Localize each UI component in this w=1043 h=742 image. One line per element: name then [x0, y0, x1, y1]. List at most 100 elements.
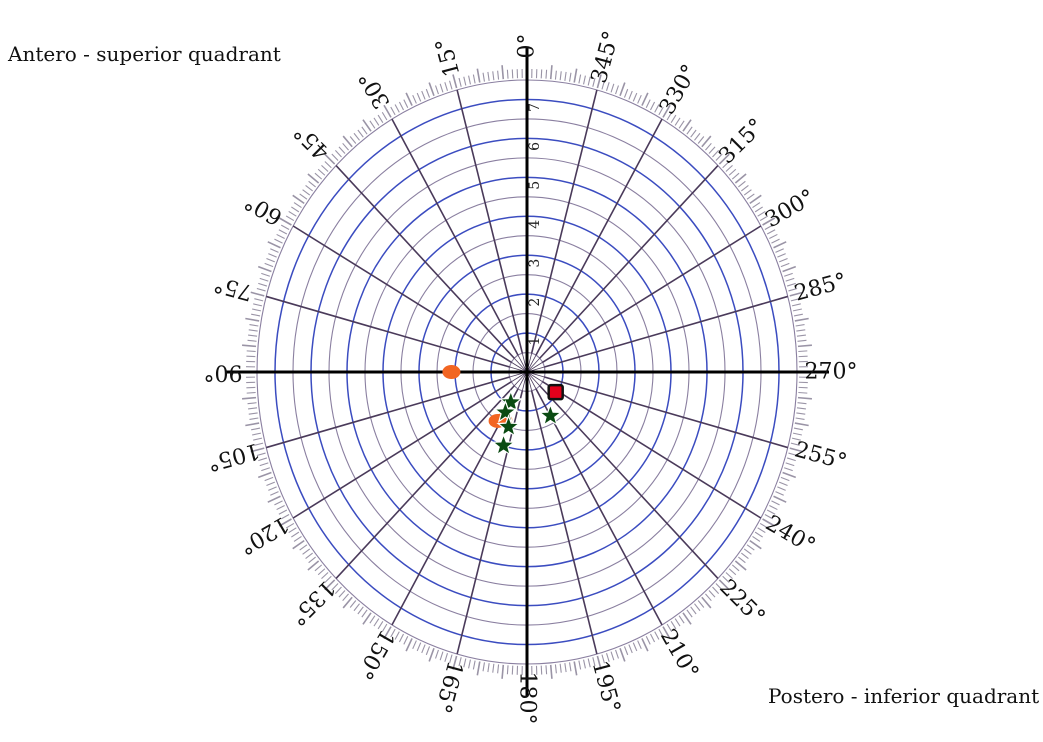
- angle-tick-mark: [690, 129, 697, 138]
- angle-tick-label: 180°: [515, 672, 540, 725]
- angle-tick-mark: [641, 638, 649, 652]
- radial-tick-label: 3: [527, 259, 543, 268]
- angle-tick-mark: [302, 548, 311, 555]
- angle-tick-mark: [278, 518, 292, 527]
- angle-tick-mark: [731, 564, 740, 572]
- angle-tick-mark: [362, 612, 372, 625]
- angle-tick-mark: [694, 132, 701, 141]
- angle-tick-mark: [258, 457, 268, 462]
- radial-tick-label: 7: [527, 103, 543, 112]
- angle-tick-mark: [583, 659, 586, 669]
- angle-tick-mark: [403, 636, 409, 645]
- angle-tick-mark: [321, 164, 329, 172]
- angle-tick-mark: [342, 596, 353, 609]
- angle-tick-label: 30°: [354, 67, 395, 113]
- angle-tick-mark: [250, 447, 265, 453]
- angle-tick-mark: [390, 628, 396, 638]
- angle-tick-mark: [564, 71, 567, 81]
- angle-tick-mark: [267, 495, 281, 503]
- angle-tick-label: 255°: [792, 437, 850, 475]
- angle-tick-mark: [601, 80, 605, 90]
- angle-tick-mark: [373, 117, 380, 126]
- angle-tick-mark: [564, 663, 567, 673]
- angle-tick-mark: [778, 481, 788, 487]
- angle-tick-mark: [252, 308, 262, 312]
- angle-tick-mark: [256, 287, 266, 292]
- spoke-line: [542, 381, 762, 519]
- angle-tick-mark: [619, 647, 626, 662]
- angle-tick-mark: [369, 120, 376, 129]
- angle-tick-label: 15°: [431, 35, 465, 79]
- angle-tick-mark: [291, 206, 300, 213]
- angle-tick-mark: [292, 539, 305, 550]
- angle-tick-mark: [649, 101, 656, 111]
- angle-tick-mark: [615, 649, 620, 659]
- angle-tick-mark: [628, 90, 633, 100]
- angle-tick-mark: [288, 527, 297, 534]
- inner-spoke-line: [511, 361, 528, 373]
- angle-tick-mark: [623, 88, 629, 98]
- angle-tick-mark: [405, 638, 413, 652]
- angle-tick-mark: [324, 579, 336, 591]
- angle-tick-mark: [725, 164, 733, 172]
- angle-tick-mark: [278, 217, 292, 226]
- angle-tick-mark: [790, 442, 800, 446]
- angle-tick-mark: [654, 631, 660, 640]
- angle-tick-label: 300°: [761, 185, 819, 233]
- angle-tick-mark: [390, 106, 396, 116]
- angle-tick-mark: [314, 564, 323, 572]
- angle-tick-mark: [759, 215, 769, 222]
- angle-tick-mark: [615, 85, 620, 95]
- angle-tick-mark: [425, 646, 431, 656]
- angle-tick-mark: [777, 253, 786, 258]
- radial-tick-label: 1: [527, 337, 543, 346]
- angle-tick-mark: [353, 132, 360, 141]
- angle-tick-mark: [324, 575, 332, 583]
- spoke-line: [265, 295, 510, 368]
- angle-tick-mark: [637, 94, 642, 104]
- angle-tick-mark: [307, 560, 320, 571]
- angle-tick-mark: [377, 114, 384, 123]
- angle-tick-mark: [248, 412, 258, 415]
- angle-tick-mark: [764, 224, 774, 230]
- angle-tick-mark: [338, 590, 346, 598]
- angle-tick-label: 135°: [284, 575, 339, 630]
- angle-tick-mark: [769, 233, 778, 240]
- angle-tick-mark: [649, 633, 656, 643]
- angle-tick-mark: [421, 90, 426, 100]
- angle-tick-mark: [285, 215, 295, 222]
- angle-tick-mark: [728, 568, 737, 576]
- angle-tick-mark: [242, 344, 257, 348]
- angle-tick-mark: [259, 277, 269, 282]
- angle-tick-mark: [394, 104, 400, 113]
- angle-tick-mark: [246, 350, 256, 353]
- angle-tick-mark: [705, 142, 712, 151]
- angle-tick-mark: [487, 663, 490, 673]
- angle-tick-mark: [249, 324, 259, 327]
- angle-tick-mark: [569, 662, 572, 672]
- angle-tick-mark: [775, 248, 784, 253]
- angle-tick-mark: [257, 265, 272, 273]
- angle-tick-mark: [253, 437, 263, 441]
- angle-tick-mark: [718, 153, 730, 165]
- angle-tick-label: 195°: [587, 658, 625, 716]
- spoke-line: [391, 118, 519, 356]
- angle-tick-mark: [293, 202, 302, 209]
- angle-tick-mark: [349, 136, 357, 144]
- green-star-marker: [538, 403, 563, 427]
- angle-tick-mark: [762, 518, 776, 527]
- angle-tick-mark: [798, 350, 808, 353]
- angle-tick-mark: [307, 173, 320, 184]
- angle-tick-mark: [754, 531, 763, 538]
- angle-tick-mark: [463, 658, 467, 668]
- angle-tick-mark: [798, 391, 808, 394]
- angle-tick-mark: [373, 618, 380, 627]
- angle-tick-mark: [506, 665, 509, 675]
- angle-tick-mark: [308, 556, 316, 564]
- angle-tick-mark: [324, 161, 332, 169]
- angle-tick-mark: [412, 94, 417, 104]
- angle-tick-mark: [785, 462, 795, 467]
- angle-tick-mark: [324, 153, 336, 165]
- angle-tick-mark: [587, 658, 591, 668]
